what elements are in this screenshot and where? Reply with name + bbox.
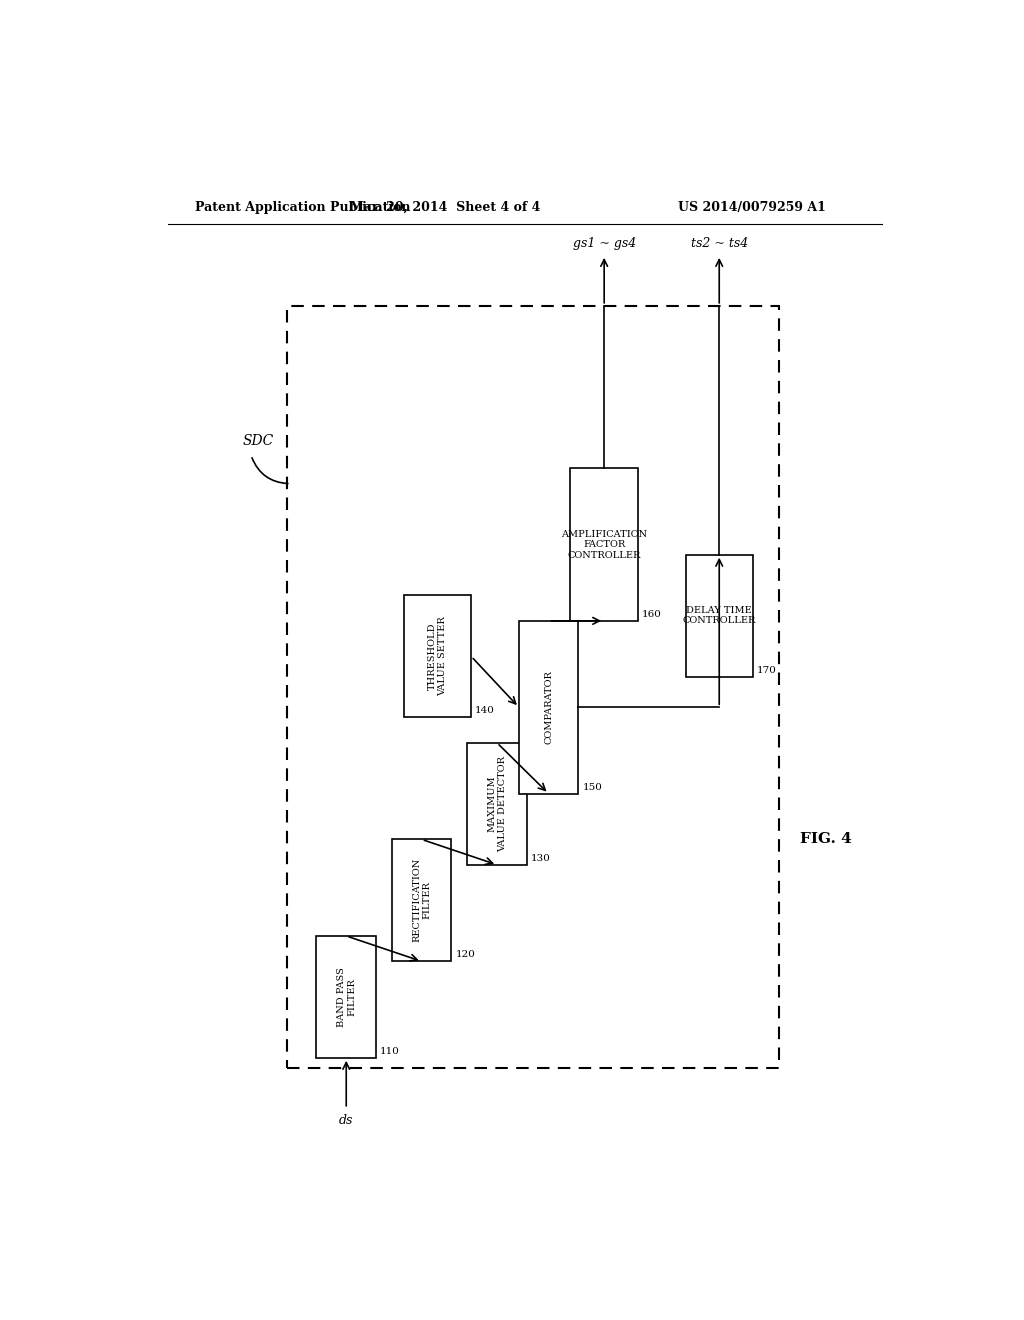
Text: gs1 ~ gs4: gs1 ~ gs4 [572, 236, 636, 249]
Bar [403, 595, 471, 718]
Text: 170: 170 [757, 665, 777, 675]
Bar [685, 554, 753, 677]
Text: RECTIFICATION
FILTER: RECTIFICATION FILTER [412, 858, 431, 942]
Text: 110: 110 [380, 1047, 399, 1056]
Bar [316, 936, 376, 1057]
Text: SDC: SDC [243, 434, 274, 447]
Text: US 2014/0079259 A1: US 2014/0079259 A1 [679, 201, 826, 214]
Text: FIG. 4: FIG. 4 [801, 833, 852, 846]
Text: MAXIMUM
VALUE DETECTOR: MAXIMUM VALUE DETECTOR [487, 756, 507, 851]
Bar [570, 469, 638, 620]
Bar [287, 306, 779, 1068]
Text: AMPLIFICATION
FACTOR
CONTROLLER: AMPLIFICATION FACTOR CONTROLLER [561, 529, 647, 560]
Bar [519, 620, 579, 793]
Text: COMPARATOR: COMPARATOR [544, 671, 553, 744]
Text: 150: 150 [583, 783, 602, 792]
Text: 130: 130 [530, 854, 551, 863]
Text: DELAY TIME
CONTROLLER: DELAY TIME CONTROLLER [683, 606, 756, 626]
Text: 120: 120 [456, 950, 475, 960]
Text: ts2 ~ ts4: ts2 ~ ts4 [690, 236, 748, 249]
Text: Patent Application Publication: Patent Application Publication [196, 201, 411, 214]
Text: ds: ds [339, 1114, 353, 1127]
Text: THRESHOLD
VALUE SETTER: THRESHOLD VALUE SETTER [428, 616, 447, 697]
Text: BAND PASS
FILTER: BAND PASS FILTER [337, 968, 356, 1027]
Bar [392, 840, 452, 961]
Text: 160: 160 [642, 610, 662, 619]
Bar [467, 743, 526, 865]
Text: 140: 140 [475, 706, 495, 715]
Text: Mar. 20, 2014  Sheet 4 of 4: Mar. 20, 2014 Sheet 4 of 4 [350, 201, 541, 214]
